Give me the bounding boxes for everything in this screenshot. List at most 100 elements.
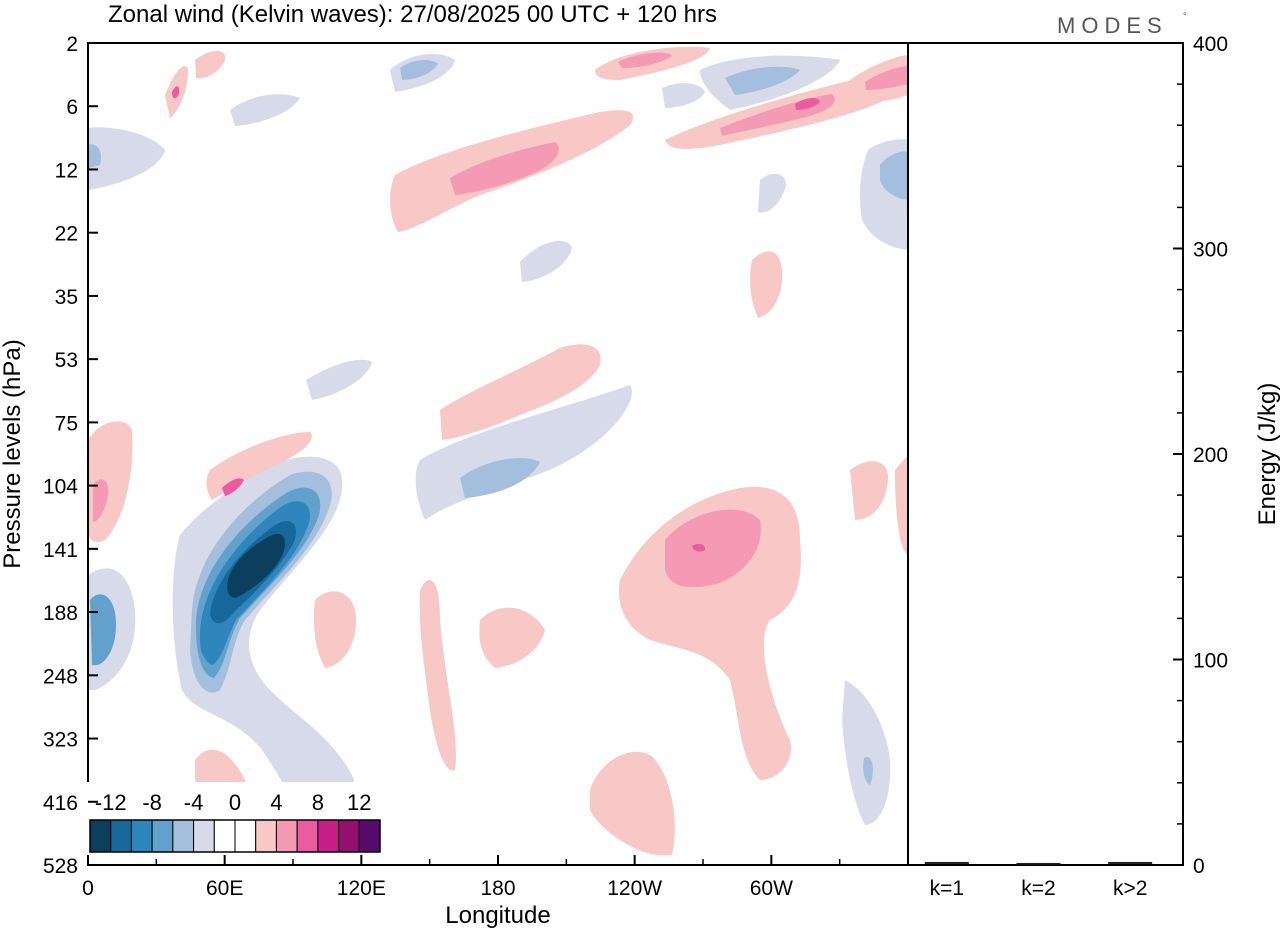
y-axis-label: Pressure levels (hPa) xyxy=(0,339,26,568)
positive-region-upper-trop-band xyxy=(440,344,601,440)
negative-region-strato-5 xyxy=(758,173,786,213)
colorbar-frame xyxy=(89,819,381,853)
colorbar-swatch xyxy=(317,819,340,853)
positive-region-mid-east xyxy=(850,461,889,520)
energy-axes: 0 100 200 300 400 xyxy=(1173,33,1228,878)
energy-bar xyxy=(1016,862,1061,865)
positive-region-strato-east-l3 xyxy=(795,98,820,110)
x-tick-label: 180 xyxy=(480,877,515,900)
positive-region-lower-trop-1 xyxy=(419,580,457,771)
energy-bar xyxy=(924,861,969,864)
colorbar-swatch xyxy=(234,819,257,853)
energy-tick-label: 0 xyxy=(1193,855,1205,878)
energy-category-label: k=1 xyxy=(930,877,964,900)
negative-region-east-edge-l2 xyxy=(880,151,908,200)
y-tick-label: 528 xyxy=(43,855,78,878)
positive-region-strato-ne-l2 xyxy=(865,66,908,90)
negative-region-west-edge-upper xyxy=(88,127,165,190)
x-axis-label: Longitude xyxy=(445,902,550,929)
positive-region-lower-trop-3 xyxy=(313,591,356,668)
heatmap-axes: 0 60E 120E 180 120W 60W 2 6 12 22 35 53 75 104 141 188 2… xyxy=(43,33,841,900)
y-tick-label: 53 xyxy=(55,349,78,372)
heatmap-field xyxy=(88,46,908,856)
positive-region-strato-west xyxy=(195,51,226,79)
negative-region-west-edge-upper-l2 xyxy=(88,144,102,168)
negative-region-lower-east-l2 xyxy=(863,756,873,785)
negative-region-strato-1-l2 xyxy=(400,59,438,80)
negative-region-mid-west xyxy=(306,359,372,400)
positive-region-west-upper-l2 xyxy=(93,479,109,522)
colorbar-swatch xyxy=(255,819,277,853)
x-tick-label: 120E xyxy=(337,877,386,900)
colorbar-swatch xyxy=(296,819,319,853)
colorbar-swatch xyxy=(130,819,153,853)
energy-bars: k=1 k=2 k>2 xyxy=(924,861,1153,900)
negative-region-strato-4 xyxy=(230,94,300,126)
colorbar-swatch xyxy=(172,819,195,853)
negative-region-strato-2-l2 xyxy=(725,66,800,95)
energy-tick-label: 400 xyxy=(1193,33,1228,56)
colorbar-label: -8 xyxy=(142,790,162,815)
colorbar-label: -12 xyxy=(95,790,127,815)
negative-region-main-l6 xyxy=(227,533,285,598)
colorbar-swatch xyxy=(213,819,236,853)
y-tick-label: 188 xyxy=(43,602,78,625)
colorbar-swatch xyxy=(110,819,132,853)
negative-region-upper-trop xyxy=(520,240,572,282)
positive-region-above-tongue-l2 xyxy=(222,478,244,496)
energy-tick-label: 100 xyxy=(1193,650,1228,673)
positive-region-tropo-east xyxy=(750,251,783,318)
x-tick-label: 60W xyxy=(750,877,793,900)
energy-panel-frame xyxy=(907,42,1184,866)
positive-region-east-upper-trop-l3 xyxy=(692,543,706,552)
energy-bar xyxy=(1108,861,1153,864)
colorbar-swatch xyxy=(151,819,174,853)
negative-anomaly-contours xyxy=(88,54,908,850)
positive-region-lower-trop-4 xyxy=(479,607,545,668)
positive-region-lower-trop-2 xyxy=(590,751,675,856)
colorbar-swatch xyxy=(338,819,360,853)
x-tick-label: 60E xyxy=(206,877,243,900)
negative-region-lower-east xyxy=(842,680,891,825)
y-tick-label: 35 xyxy=(55,286,78,309)
x-tick-label: 0 xyxy=(82,877,94,900)
colorbar-label: 8 xyxy=(312,790,324,815)
y-tick-label: 416 xyxy=(43,792,78,815)
negative-region-strato-3 xyxy=(662,83,705,108)
energy-category-label: k=2 xyxy=(1021,877,1055,900)
y-tick-label: 141 xyxy=(43,539,78,562)
positive-region-east-upper-trop-l2 xyxy=(665,509,761,588)
y-tick-label: 104 xyxy=(43,476,78,499)
y-tick-label: 75 xyxy=(55,412,78,435)
colorbar-swatch xyxy=(89,819,112,853)
y-tick-label: 2 xyxy=(66,33,78,56)
colorbar-label: 12 xyxy=(347,790,371,815)
colorbar-label: 0 xyxy=(229,790,241,815)
energy-tick-label: 300 xyxy=(1193,239,1228,262)
y-tick-label: 12 xyxy=(55,159,78,182)
modes-logo-mark: ° xyxy=(1183,11,1187,21)
colorbar-label: -4 xyxy=(184,790,204,815)
colorbar-label: 4 xyxy=(270,790,282,815)
positive-region-strato-band-l2 xyxy=(450,142,559,195)
colorbar-swatch xyxy=(358,819,381,853)
negative-region-dateline-l2 xyxy=(460,457,540,498)
positive-region-strato-nw-l2 xyxy=(172,86,180,99)
energy-axis-label: Energy (J/kg) xyxy=(1254,383,1280,526)
colorbar-swatch xyxy=(275,819,298,853)
positive-region-strato-top-l2 xyxy=(618,52,672,68)
x-tick-label: 120W xyxy=(607,877,662,900)
y-tick-label: 6 xyxy=(66,96,78,119)
positive-region-east-upper-trop xyxy=(619,486,801,780)
y-tick-label: 323 xyxy=(43,729,78,752)
positive-region-west-upper xyxy=(88,421,133,542)
y-tick-label: 22 xyxy=(55,223,78,246)
colorbar: -12 -8 -4 0 4 8 12 xyxy=(84,782,386,858)
energy-category-label: k>2 xyxy=(1113,877,1147,900)
chart-title: Zonal wind (Kelvin waves): 27/08/2025 00… xyxy=(108,1,717,28)
positive-anomaly-contours xyxy=(88,46,908,856)
energy-tick-label: 200 xyxy=(1193,444,1228,467)
positive-region-mid-east-edge xyxy=(895,455,908,555)
modes-logo: MODES xyxy=(1057,13,1168,38)
